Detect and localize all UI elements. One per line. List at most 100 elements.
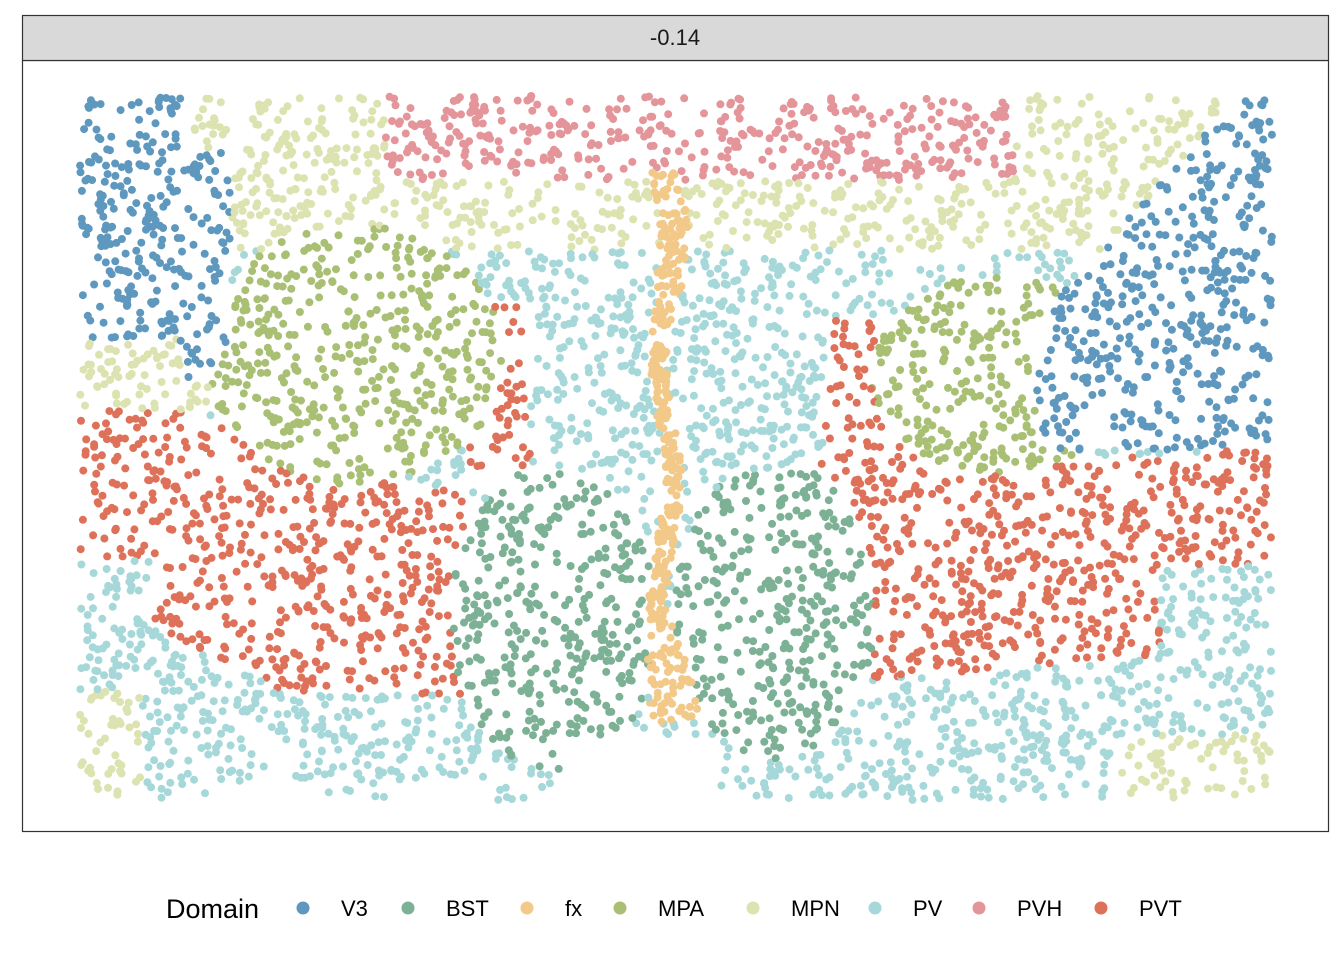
point-mpn: [853, 240, 862, 249]
point-mpa: [425, 348, 433, 357]
point-pv: [702, 369, 711, 378]
point-pv: [737, 401, 745, 409]
point-pv: [1067, 724, 1076, 733]
point-pvt: [896, 670, 905, 679]
point-bst: [478, 520, 486, 529]
point-pvh: [998, 169, 1006, 178]
point-pvt: [1247, 515, 1256, 524]
point-pv: [677, 317, 686, 326]
point-pv: [878, 255, 887, 264]
point-pv: [786, 359, 795, 368]
point-bst: [831, 568, 840, 577]
point-mpn: [484, 181, 493, 190]
point-pvh: [964, 154, 973, 163]
point-pv: [789, 433, 798, 442]
point-bst: [529, 731, 537, 740]
point-mpa: [913, 421, 922, 430]
point-pvt: [866, 343, 875, 352]
point-mpa: [895, 328, 904, 337]
point-pv: [83, 626, 92, 635]
point-v3: [169, 187, 178, 196]
point-pvh: [834, 124, 843, 133]
point-pvt: [870, 650, 879, 659]
point-pv: [628, 293, 637, 302]
point-mpa: [488, 336, 497, 345]
point-bst: [675, 620, 684, 629]
point-pv: [687, 432, 696, 441]
point-mpa: [376, 291, 385, 300]
point-pv: [933, 279, 942, 288]
point-mpn: [467, 242, 476, 251]
point-pv: [970, 697, 979, 705]
point-v3: [1143, 373, 1152, 381]
point-pvt: [870, 483, 879, 492]
point-pv: [757, 404, 766, 413]
point-pv: [1233, 618, 1242, 627]
point-mpn: [373, 151, 382, 160]
point-pvh: [990, 154, 999, 163]
point-mpa: [245, 371, 254, 380]
point-pv: [156, 762, 165, 770]
point-mpn: [78, 758, 87, 767]
point-pv: [834, 267, 843, 276]
point-bst: [637, 694, 646, 703]
point-mpa: [943, 430, 952, 439]
point-pvh: [805, 106, 813, 115]
point-mpa: [427, 381, 436, 389]
point-bst: [514, 471, 523, 480]
point-bst: [490, 619, 499, 628]
point-pvt: [381, 667, 390, 676]
point-mpa: [303, 377, 312, 386]
point-bst: [856, 596, 865, 605]
point-mpn: [653, 209, 662, 218]
point-mpn: [257, 245, 266, 253]
point-pvt: [215, 475, 224, 484]
point-pv: [367, 741, 376, 750]
point-v3: [165, 310, 174, 319]
point-pv: [581, 302, 590, 310]
point-mpn: [255, 211, 264, 220]
point-pv: [76, 685, 85, 694]
point-mpn: [736, 179, 745, 188]
point-mpa: [303, 322, 312, 331]
point-pv: [404, 743, 413, 752]
point-bst: [534, 601, 543, 610]
point-pvt: [93, 498, 102, 507]
point-mpa: [902, 418, 911, 427]
point-bst: [749, 475, 758, 484]
point-pvh: [971, 113, 980, 122]
point-bst: [637, 596, 646, 605]
point-pvh: [831, 139, 840, 148]
point-pvt: [874, 513, 882, 522]
point-pv: [1117, 729, 1126, 738]
point-pvt: [971, 608, 980, 617]
point-v3: [223, 176, 232, 185]
point-pv: [880, 712, 889, 721]
point-bst: [635, 538, 644, 547]
point-pvt: [103, 552, 112, 561]
point-bst: [845, 547, 854, 556]
point-pvh: [475, 111, 484, 120]
point-mpa: [979, 420, 988, 429]
point-v3: [123, 227, 132, 235]
point-pvh: [616, 94, 625, 103]
point-pvt: [169, 414, 178, 423]
point-bst: [526, 650, 535, 659]
point-pvt: [237, 454, 246, 463]
point-pv: [160, 677, 169, 686]
point-bst: [801, 739, 809, 748]
point-mpn: [317, 104, 326, 113]
point-mpn: [1105, 144, 1113, 153]
point-pv: [983, 785, 992, 794]
point-pvh: [730, 167, 739, 176]
point-bst: [712, 489, 721, 498]
point-mpa: [460, 414, 469, 423]
point-pv: [437, 752, 446, 761]
point-pv: [614, 404, 623, 413]
point-pv: [734, 775, 742, 784]
point-pv: [964, 765, 973, 774]
point-v3: [1213, 381, 1222, 390]
point-pv: [591, 331, 600, 340]
point-v3: [1104, 288, 1112, 297]
point-v3: [1214, 422, 1222, 431]
